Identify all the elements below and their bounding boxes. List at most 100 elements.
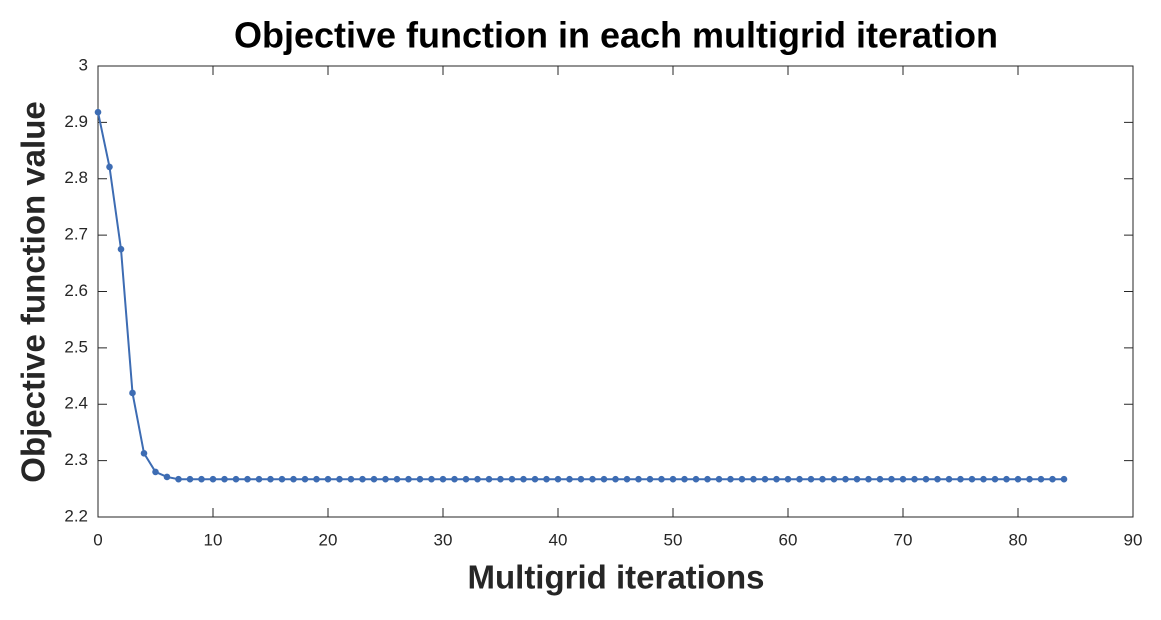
x-tick-label: 70 xyxy=(894,530,913,549)
data-point xyxy=(1026,475,1033,483)
data-point xyxy=(382,475,389,483)
data-point xyxy=(370,475,378,483)
y-tick-label: 2.9 xyxy=(64,112,88,131)
y-tick-label: 2.5 xyxy=(64,337,88,356)
data-point xyxy=(508,475,516,483)
y-axis-label: Objective function value xyxy=(15,101,52,482)
data-point xyxy=(244,475,251,483)
data-point xyxy=(290,475,297,483)
data-point xyxy=(589,475,596,483)
data-point xyxy=(439,475,447,483)
x-tick-label: 40 xyxy=(549,530,568,549)
data-point xyxy=(520,475,527,483)
data-point xyxy=(807,475,815,483)
data-point xyxy=(129,389,136,397)
data-point xyxy=(359,475,366,483)
data-point xyxy=(393,475,401,483)
data-point xyxy=(1060,475,1068,483)
y-tick-label: 2.2 xyxy=(64,506,88,525)
data-point xyxy=(704,475,711,483)
data-point xyxy=(347,475,355,483)
data-point xyxy=(945,475,953,483)
data-point xyxy=(117,245,125,253)
data-point xyxy=(784,475,792,483)
data-point xyxy=(968,475,976,483)
data-point xyxy=(543,475,550,483)
data-point xyxy=(727,475,734,483)
data-point xyxy=(658,475,665,483)
data-point xyxy=(934,475,941,483)
data-point xyxy=(554,475,562,483)
data-point xyxy=(267,475,274,483)
data-point xyxy=(336,475,343,483)
data-point xyxy=(796,475,803,483)
data-point xyxy=(819,475,826,483)
data-point xyxy=(462,475,470,483)
data-point xyxy=(566,475,573,483)
y-tick-label: 2.8 xyxy=(64,168,88,187)
x-tick-label: 20 xyxy=(319,530,338,549)
data-point xyxy=(474,475,481,483)
data-point xyxy=(899,475,907,483)
data-point xyxy=(140,449,148,457)
data-point xyxy=(830,475,838,483)
data-point xyxy=(278,475,286,483)
data-point xyxy=(738,475,746,483)
data-point xyxy=(175,475,182,483)
data-point xyxy=(612,475,619,483)
data-point xyxy=(842,475,849,483)
data-point xyxy=(106,163,113,171)
plot-frame xyxy=(97,65,1134,518)
data-point xyxy=(715,475,723,483)
data-point xyxy=(94,108,102,116)
data-point xyxy=(405,475,412,483)
data-point xyxy=(301,475,309,483)
data-point xyxy=(853,475,861,483)
data-point xyxy=(681,475,688,483)
data-point xyxy=(152,468,159,476)
x-axis-label: Multigrid iterations xyxy=(468,559,765,596)
y-tick-label: 2.3 xyxy=(64,450,88,469)
data-point xyxy=(1049,475,1056,483)
data-point xyxy=(623,475,631,483)
data-point xyxy=(911,475,918,483)
data-point xyxy=(255,475,263,483)
data-point xyxy=(324,475,332,483)
data-point xyxy=(646,475,654,483)
data-point xyxy=(692,475,700,483)
x-tick-label: 30 xyxy=(434,530,453,549)
data-point xyxy=(773,475,780,483)
data-point xyxy=(416,475,424,483)
y-tick-label: 2.4 xyxy=(64,394,88,413)
y-tick-label: 2.6 xyxy=(64,281,88,300)
chart-title: Objective function in each multigrid ite… xyxy=(234,15,998,56)
data-point xyxy=(232,475,240,483)
data-point xyxy=(876,475,884,483)
data-point xyxy=(991,475,999,483)
data-point xyxy=(750,475,757,483)
data-point xyxy=(669,475,677,483)
data-point xyxy=(485,475,493,483)
data-point xyxy=(577,475,585,483)
data-point xyxy=(957,475,964,483)
x-tick-label: 60 xyxy=(779,530,798,549)
data-point xyxy=(888,475,895,483)
x-tick-label: 90 xyxy=(1124,530,1143,549)
data-point xyxy=(761,475,769,483)
data-point xyxy=(980,475,987,483)
x-tick-label: 10 xyxy=(204,530,223,549)
data-point xyxy=(1003,475,1010,483)
data-point xyxy=(635,475,642,483)
y-tick-label: 2.7 xyxy=(64,225,88,244)
y-tick-label: 3 xyxy=(79,55,88,74)
data-point xyxy=(1037,475,1045,483)
data-point xyxy=(198,475,205,483)
data-point xyxy=(186,475,194,483)
data-point xyxy=(163,473,171,481)
data-point xyxy=(1014,475,1022,483)
x-tick-label: 0 xyxy=(93,530,102,549)
data-point xyxy=(865,475,872,483)
data-line xyxy=(97,112,1064,481)
